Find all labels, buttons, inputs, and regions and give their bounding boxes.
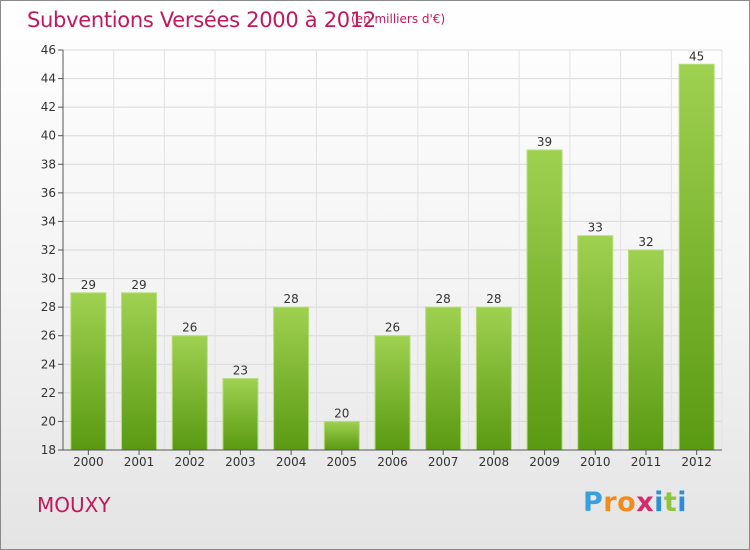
y-tick-label: 46 [41,43,56,57]
commune-name: MOUXY [37,493,111,517]
bar [425,306,462,451]
y-tick-label: 36 [41,186,56,200]
y-tick-label: 26 [41,329,56,343]
x-tick-label: 2000 [73,455,104,469]
x-tick-label: 2007 [428,455,459,469]
bar [374,335,411,451]
y-tick-label: 32 [41,243,56,257]
y-tick-label: 28 [41,300,56,314]
data-label: 28 [486,292,501,306]
y-tick-label: 34 [41,214,56,228]
labels: 18 20 22 24 26 28 30 32 34 36 38 40 42 44 46 29 2000 29 20… [41,43,712,469]
chart-subtitle: (en milliers d'€) [351,12,446,26]
y-tick-label: 20 [41,414,56,428]
y-tick-label: 42 [41,100,56,114]
data-label: 32 [638,235,653,249]
logo-letter: x [636,487,655,518]
bar [627,249,664,451]
logo-letter: i [677,487,688,518]
logo-letter: i [654,487,664,518]
x-tick-label: 2001 [124,455,155,469]
logo-letter: P [583,487,604,518]
y-tick-label: 40 [41,129,56,143]
logo-letter: o [617,487,637,518]
bars [70,63,715,451]
data-label: 28 [436,292,451,306]
bar [526,149,563,451]
x-tick-label: 2009 [529,455,560,469]
x-tick-label: 2010 [580,455,611,469]
x-tick-label: 2011 [631,455,662,469]
data-label: 45 [689,49,704,63]
logo-letter: t [663,487,678,518]
y-tick-label: 18 [41,443,56,457]
bar [70,292,107,451]
bar [475,306,512,451]
x-tick-label: 2002 [174,455,205,469]
data-label: 26 [182,321,197,335]
data-label: 23 [233,364,248,378]
data-label: 39 [537,135,552,149]
proxiti-logo: Proxiti [583,487,687,518]
logo-letter: r [603,487,618,518]
x-tick-label: 2008 [479,455,510,469]
y-tick-label: 24 [41,357,56,371]
bar [577,235,614,451]
bar [121,292,158,451]
data-label: 28 [283,292,298,306]
bar [273,306,310,451]
data-label: 29 [131,278,146,292]
y-tick-label: 38 [41,157,56,171]
x-tick-label: 2004 [276,455,307,469]
y-tick-label: 44 [41,72,56,86]
data-label: 33 [588,221,603,235]
bar [222,378,259,451]
y-tick-label: 30 [41,272,56,286]
data-label: 29 [81,278,96,292]
chart-title: Subventions Versées 2000 à 2012 [27,8,376,32]
bar [171,335,208,451]
y-tick-label: 22 [41,386,56,400]
data-label: 20 [334,406,349,420]
bar [678,63,715,451]
x-tick-label: 2012 [681,455,712,469]
x-tick-label: 2003 [225,455,256,469]
bar [323,420,360,451]
x-tick-label: 2006 [377,455,408,469]
data-label: 26 [385,321,400,335]
axes [58,49,722,455]
x-tick-label: 2005 [327,455,358,469]
